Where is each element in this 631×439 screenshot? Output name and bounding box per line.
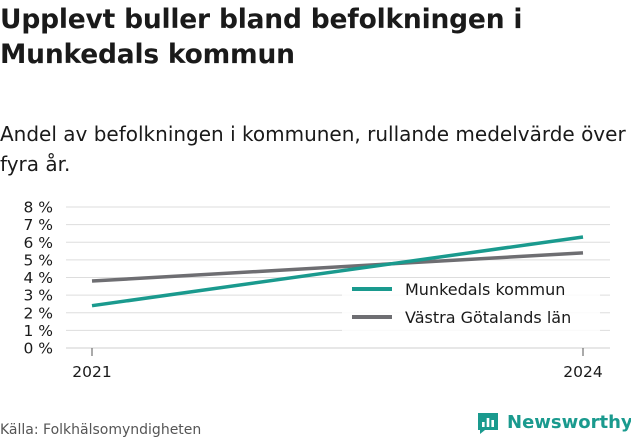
y-tick-label: 5 % [23, 251, 53, 269]
legend-label: Västra Götalands län [405, 308, 571, 327]
y-tick-label: 3 % [23, 287, 53, 305]
bar-chart-bubble-icon [478, 413, 498, 434]
y-tick-label: 2 % [23, 304, 53, 322]
y-tick-label: 4 % [23, 269, 53, 287]
y-tick-label: 7 % [23, 216, 53, 234]
series-line-vastra-gotaland [91, 251, 584, 283]
y-tick-label: 8 % [23, 199, 53, 217]
series-line-munkedal [91, 235, 584, 308]
x-axis: 2021 2024 [72, 348, 603, 381]
series-lines [91, 235, 584, 308]
x-tick-label: 2024 [563, 363, 602, 381]
x-tick-label: 2021 [72, 363, 111, 381]
legend: Munkedals kommun Västra Götalands län [342, 278, 600, 332]
legend-label: Munkedals kommun [405, 280, 565, 299]
chart-title: Upplevt buller bland befolkningen i Munk… [0, 4, 523, 70]
y-axis-tick-labels: 0 %1 %2 %3 %4 %5 %6 %7 %8 % [23, 199, 53, 358]
y-tick-label: 1 % [23, 322, 53, 340]
source-note: Källa: Folkhälsomyndigheten [0, 422, 202, 438]
brand-logo[interactable]: Newsworthy [476, 408, 631, 438]
chart-subtitle: Andel av befolkningen i kommunen, rullan… [0, 122, 626, 176]
brand-name: Newsworthy [507, 412, 631, 433]
y-tick-label: 0 % [23, 340, 53, 358]
y-tick-label: 6 % [23, 234, 53, 252]
line-chart: 0 %1 %2 %3 %4 %5 %6 %7 %8 % 2021 2024 Mun… [23, 199, 610, 381]
